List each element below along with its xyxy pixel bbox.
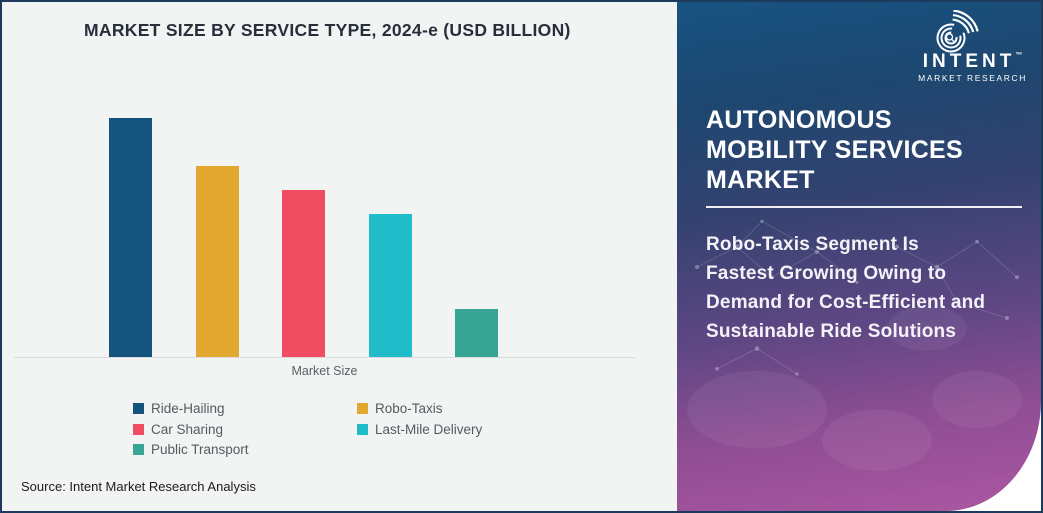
bar-car-sharing <box>282 189 325 357</box>
gradient-panel: INTENT™ MARKET RESEARCH AUTONOMOUS MOBIL… <box>677 2 1041 511</box>
logo-wordmark: INTENT™ <box>923 52 1023 71</box>
radar-logo-icon <box>934 10 980 56</box>
source-note: Source: Intent Market Research Analysis <box>21 479 256 494</box>
legend-item: Car Sharing <box>133 420 357 440</box>
trademark-symbol: ™ <box>1015 52 1023 59</box>
legend-swatch <box>133 444 144 456</box>
chart-title: MARKET SIZE BY SERVICE TYPE, 2024-e (USD… <box>84 20 571 40</box>
legend-label: Car Sharing <box>151 421 224 437</box>
legend-item: Last-Mile Delivery <box>357 420 482 440</box>
legend-item: Public Transport <box>133 440 357 460</box>
panel-title: AUTONOMOUS MOBILITY SERVICES MARKET <box>706 105 963 195</box>
legend-swatch <box>133 423 144 435</box>
bar-robo-taxis <box>195 165 239 357</box>
bar-plot <box>14 106 635 358</box>
brand-logo: INTENT™ MARKET RESEARCH <box>918 10 1027 83</box>
legend-swatch <box>357 423 368 435</box>
panel-subtitle: Robo-Taxis Segment Is Fastest Growing Ow… <box>706 230 1036 346</box>
side-panel: INTENT™ MARKET RESEARCH AUTONOMOUS MOBIL… <box>677 2 1041 511</box>
legend-label: Robo-Taxis <box>375 401 443 416</box>
divider-line <box>706 206 1022 208</box>
panel-title-line: MOBILITY SERVICES <box>706 136 964 164</box>
bar-ride-hailing <box>109 117 152 357</box>
legend-item: Ride-Hailing <box>133 399 357 419</box>
x-axis-label: Market Size <box>291 364 358 378</box>
legend-item: Robo-Taxis <box>357 399 482 419</box>
legend-label: Public Transport <box>151 442 249 457</box>
logo-wordmark-text: INTENT <box>922 51 1016 72</box>
bar-last-mile-delivery <box>368 213 412 357</box>
panel-subtitle-line: Fastest Growing Owing to <box>706 263 947 284</box>
panel-title-line: AUTONOMOUS <box>706 106 892 134</box>
legend-swatch <box>133 403 144 415</box>
panel-subtitle-line: Sustainable Ride Solutions <box>706 321 957 342</box>
legend-label: Ride-Hailing <box>151 401 225 416</box>
legend: Ride-Hailing Robo-Taxis Car Sharing Last-Mi… <box>133 399 482 460</box>
logo-tagline: MARKET RESEARCH <box>918 73 1027 83</box>
legend-swatch <box>357 403 368 415</box>
panel-title-line: MARKET <box>706 166 815 194</box>
bar-public-transport <box>455 309 498 357</box>
panel-subtitle-line: Demand for Cost-Efficient and <box>706 292 986 313</box>
panel-subtitle-line: Robo-Taxis Segment Is <box>706 234 919 255</box>
legend-label: Last-Mile Delivery <box>375 421 483 437</box>
